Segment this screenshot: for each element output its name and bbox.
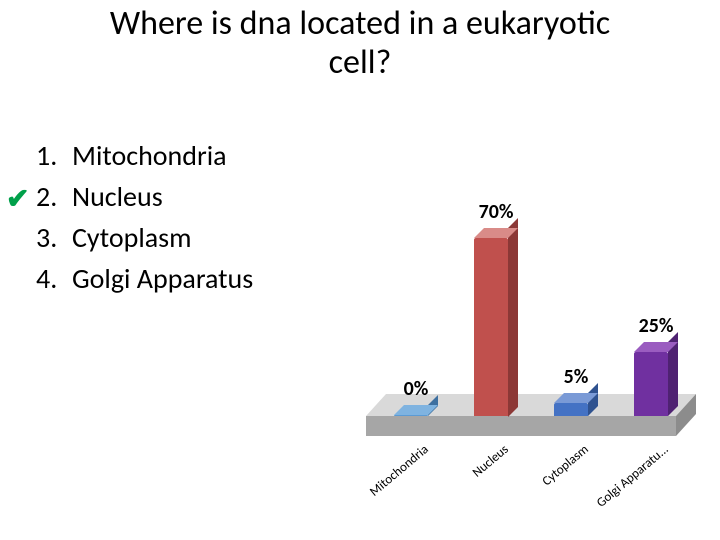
bar-front (634, 352, 668, 416)
answer-label: Golgi Apparatus (72, 261, 253, 296)
bar-value-label: 5% (546, 365, 606, 389)
answer-label: Cytoplasm (72, 220, 191, 255)
page-title: Where is dna located in a eukaryotic cel… (80, 4, 640, 82)
answer-item: ✔ 2. Nucleus (36, 179, 253, 214)
bar-front (394, 415, 428, 416)
answer-label: Mitochondria (72, 138, 227, 173)
answer-number: 3. (36, 220, 72, 255)
bar-x-label: Cytoplasm (513, 442, 592, 511)
bar-front (474, 238, 508, 417)
answer-item: 4. Golgi Apparatus (36, 261, 253, 296)
answer-list: 1. Mitochondria ✔ 2. Nucleus 3. Cytoplas… (36, 138, 253, 302)
bar-front (554, 403, 588, 416)
answer-number: 2. (36, 179, 72, 214)
answer-item: 1. Mitochondria (36, 138, 253, 173)
answer-number: 4. (36, 261, 72, 296)
bar-side (508, 218, 518, 417)
bar-value-label: 70% (466, 200, 526, 224)
bar-x-label: Golgi Apparatu... (593, 442, 672, 511)
answer-item: 3. Cytoplasm (36, 220, 253, 255)
bar-value-label: 0% (386, 377, 446, 401)
bar-chart: 0%Mitochondria70%Nucleus5%Cytoplasm25%Go… (366, 136, 696, 516)
bar-x-label: Mitochondria (353, 442, 432, 511)
bar-value-label: 25% (626, 314, 686, 338)
bar-x-label: Nucleus (433, 442, 512, 511)
chart-plot: 0%Mitochondria70%Nucleus5%Cytoplasm25%Go… (366, 136, 696, 436)
check-icon: ✔ (6, 181, 29, 216)
answer-label: Nucleus (72, 179, 163, 214)
answer-number: 1. (36, 138, 72, 173)
